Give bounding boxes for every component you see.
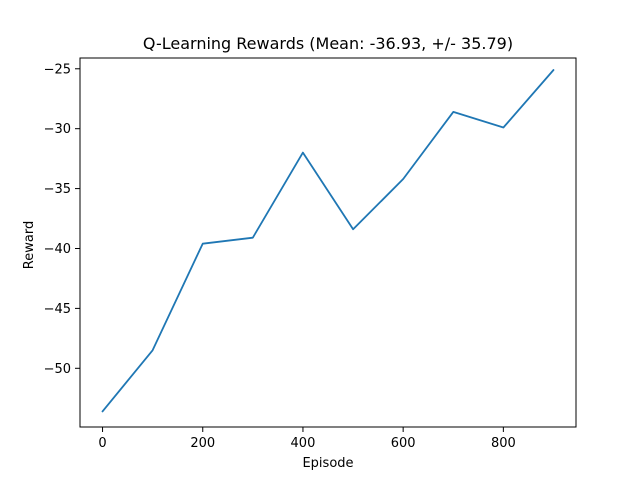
plot-frame (79, 57, 577, 428)
y-tick-label: −35 (44, 182, 71, 197)
series-layer (101, 69, 555, 413)
y-tick-label: −45 (44, 302, 71, 317)
x-tick-label: 200 (190, 436, 215, 451)
x-tick-label: 400 (291, 436, 316, 451)
y-axis-label: Reward (22, 221, 37, 269)
y-tick-label: −40 (44, 242, 71, 257)
y-axis-ticks: −50 −45 −40 −35 −30 −25 (44, 62, 80, 377)
chart-title: Q-Learning Rewards (Mean: -36.93, +/- 35… (143, 34, 513, 53)
y-tick-label: −50 (44, 362, 71, 377)
x-axis-label: Episode (302, 456, 353, 471)
x-tick-label: 800 (491, 436, 516, 451)
y-tick-label: −25 (44, 62, 71, 77)
x-tick-label: 0 (98, 436, 106, 451)
series-line-rewards (101, 69, 555, 413)
x-tick-label: 600 (391, 436, 416, 451)
x-axis-ticks: 0 200 400 600 800 (98, 427, 516, 451)
y-tick-label: −30 (44, 122, 71, 137)
